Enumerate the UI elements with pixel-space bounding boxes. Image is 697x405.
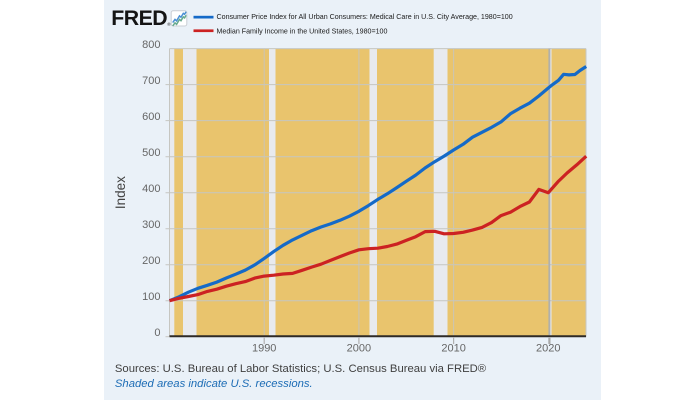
svg-text:Sources: U.S. Bureau of Labor: Sources: U.S. Bureau of Labor Statistics… xyxy=(115,363,487,375)
svg-text:600: 600 xyxy=(142,111,160,123)
svg-text:Consumer Price Index for All U: Consumer Price Index for All Urban Consu… xyxy=(217,13,513,21)
svg-text:2010: 2010 xyxy=(441,342,465,354)
svg-text:700: 700 xyxy=(142,75,160,87)
svg-text:200: 200 xyxy=(142,255,160,267)
svg-text:400: 400 xyxy=(142,183,160,195)
svg-text:1990: 1990 xyxy=(252,342,276,354)
svg-text:Median Family Income in the Un: Median Family Income in the United State… xyxy=(217,27,388,35)
svg-text:2000: 2000 xyxy=(347,342,371,354)
svg-text:500: 500 xyxy=(142,147,160,159)
svg-text:300: 300 xyxy=(142,219,160,231)
svg-text:800: 800 xyxy=(142,39,160,51)
svg-text:Index: Index xyxy=(113,176,128,209)
svg-text:FRED: FRED xyxy=(111,6,167,30)
svg-text:®: ® xyxy=(167,21,171,27)
svg-text:100: 100 xyxy=(142,291,160,303)
svg-text:2020: 2020 xyxy=(536,342,560,354)
svg-text:0: 0 xyxy=(154,327,160,339)
svg-text:Shaded areas indicate U.S. rec: Shaded areas indicate U.S. recessions. xyxy=(115,378,313,390)
